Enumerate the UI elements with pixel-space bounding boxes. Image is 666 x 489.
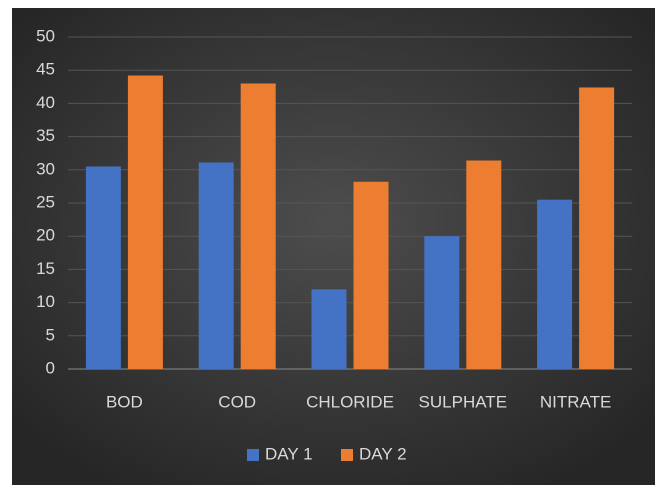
bar — [127, 75, 163, 370]
y-tick-label: 15 — [36, 259, 55, 278]
legend-swatch — [247, 449, 259, 461]
y-tick-label: 25 — [36, 192, 55, 211]
y-tick-label: 30 — [36, 159, 55, 178]
bar — [424, 236, 460, 369]
bar — [353, 181, 389, 369]
legend-swatch — [341, 449, 353, 461]
bar — [466, 160, 502, 369]
y-tick-label: 40 — [36, 93, 55, 112]
bar — [537, 199, 573, 369]
bar — [311, 289, 347, 369]
legend-label: DAY 2 — [359, 444, 407, 463]
y-tick-label: 20 — [36, 226, 55, 245]
y-tick-label: 5 — [46, 325, 55, 344]
x-tick-label: CHLORIDE — [306, 392, 394, 411]
legend-label: DAY 1 — [265, 444, 313, 463]
bar — [85, 166, 121, 369]
x-tick-label: BOD — [106, 392, 143, 411]
x-tick-label: COD — [218, 392, 256, 411]
x-tick-label: SULPHATE — [419, 392, 508, 411]
y-tick-label: 0 — [46, 358, 55, 377]
y-tick-label: 10 — [36, 292, 55, 311]
y-tick-label: 45 — [36, 60, 55, 79]
y-tick-label: 50 — [36, 26, 55, 45]
bar — [240, 83, 276, 369]
bar — [198, 162, 234, 369]
bar — [579, 87, 615, 370]
x-tick-label: NITRATE — [540, 392, 611, 411]
y-tick-label: 35 — [36, 126, 55, 145]
